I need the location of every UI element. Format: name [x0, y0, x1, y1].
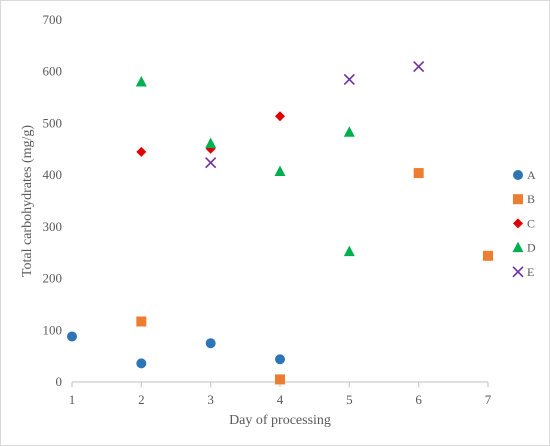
legend-item-b: B	[513, 192, 535, 206]
data-point-a	[136, 358, 147, 369]
data-point-b	[413, 168, 424, 179]
data-point-a	[275, 354, 285, 365]
legend-label: D	[527, 241, 536, 255]
x-tick-label: 4	[277, 392, 284, 407]
legend-item-c: C	[513, 216, 535, 230]
data-point-c	[275, 111, 285, 122]
x-tick-label: 7	[485, 392, 492, 407]
x-tick-label: 6	[415, 392, 422, 407]
series-c	[136, 111, 285, 157]
data-points	[67, 60, 493, 385]
legend-marker-e	[512, 266, 524, 278]
legend-marker-c	[513, 218, 523, 229]
legend-label: B	[527, 192, 535, 206]
legend-item-a: A	[513, 168, 536, 182]
legend-label: E	[527, 265, 534, 279]
series-e	[205, 60, 425, 169]
series-b	[136, 168, 493, 385]
data-point-b	[275, 374, 285, 385]
legend-label: C	[527, 216, 535, 230]
y-axis-ticks: 0 100 200 300 400 500 600 700	[43, 12, 63, 389]
data-point-a	[205, 338, 216, 349]
data-point-e	[413, 60, 425, 73]
legend-marker-b	[513, 194, 523, 205]
data-point-c	[136, 146, 147, 157]
data-point-b	[136, 316, 147, 327]
y-tick-label: 200	[43, 271, 63, 286]
data-point-d	[343, 126, 355, 137]
data-point-e	[205, 157, 217, 169]
data-point-a	[67, 331, 77, 342]
legend-item-d: D	[512, 241, 536, 255]
y-tick-label: 500	[43, 115, 63, 130]
data-point-e	[343, 73, 355, 86]
data-point-d	[205, 137, 217, 149]
x-tick-label: 1	[69, 392, 76, 407]
x-tick-label: 5	[346, 392, 353, 407]
y-tick-label: 300	[43, 219, 63, 234]
data-point-d	[274, 165, 286, 177]
x-axis-title: Day of processing	[229, 413, 331, 428]
y-tick-label: 700	[43, 12, 63, 27]
y-tick-label: 400	[43, 167, 63, 182]
series-a	[67, 331, 285, 369]
legend-marker-d	[512, 241, 524, 253]
legend-item-e: E	[512, 265, 534, 279]
series-d	[135, 76, 355, 257]
x-axis-ticks: 1 2 3 4 5 6 7	[69, 382, 492, 407]
legend-label: A	[527, 168, 536, 182]
data-point-b	[483, 250, 493, 261]
y-tick-label: 100	[43, 322, 63, 337]
x-tick-label: 3	[207, 392, 214, 407]
y-tick-label: 0	[56, 374, 63, 389]
data-point-d	[343, 245, 355, 257]
y-tick-label: 600	[43, 64, 63, 79]
data-point-d	[135, 76, 147, 87]
legend-marker-a	[513, 170, 523, 180]
x-tick-label: 2	[138, 392, 145, 407]
y-axis-title: Total carbohydrates (mg/g)	[20, 125, 35, 278]
